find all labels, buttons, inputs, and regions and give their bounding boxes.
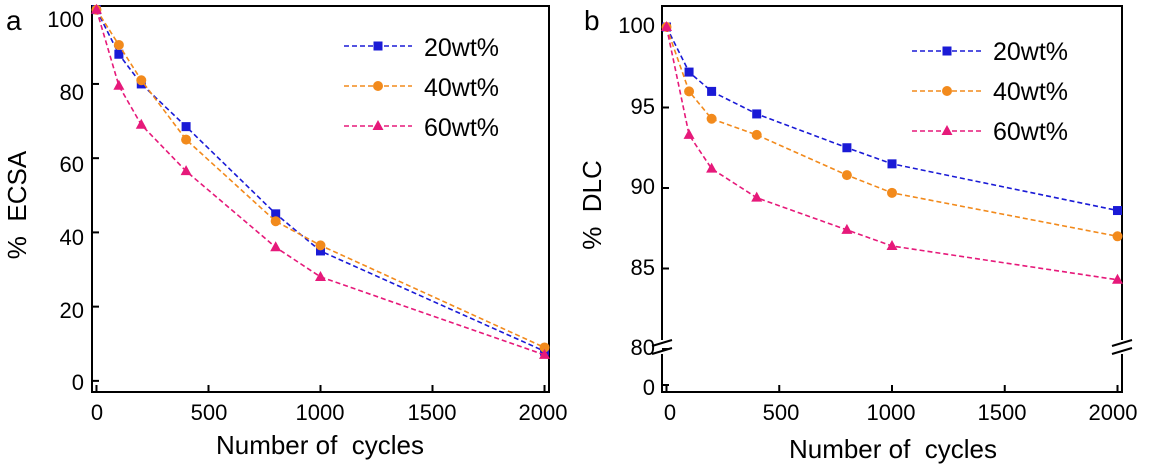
panel-b-chart: b 0 500 1000 1500 2000 0 80 85 90 95 100… [577,5,1137,464]
legend-marker [372,120,384,130]
data-point [1112,206,1122,216]
data-point [707,86,717,96]
legend-entry-60wt: 60wt% [344,114,499,142]
panel-b-x-axis-label: Number of cycles [789,434,997,464]
panel-b-y-tick-label: 85 [631,255,655,280]
data-point [315,240,326,251]
panel-a-y-tick-labels: 0 20 40 60 80 100 [47,7,84,395]
panel-a-x-tick-label: 1000 [296,400,345,425]
data-point [751,129,762,140]
panel-b-axis-break [651,339,1133,355]
legend-label: 20wt% [424,34,499,62]
data-point [135,118,147,129]
panel-a-ticks [92,8,546,392]
panel-a-x-tick-label: 2000 [519,400,568,425]
legend-entry-40wt: 40wt% [344,74,499,102]
data-point [751,191,763,202]
panel-a-y-axis-label: % ECSA [2,150,32,259]
panel-a-x-tick-labels: 0 500 1000 1500 2000 [91,400,568,425]
legend-label: 20wt% [993,38,1068,66]
panel-b-x-tick-label: 1500 [978,400,1027,425]
panel-b-label: b [584,5,600,36]
panel-b-y-tick-label: 95 [631,94,655,119]
data-point [752,109,762,119]
data-point [180,165,192,176]
data-point [113,39,124,50]
legend-marker [941,125,953,135]
panel-b-x-tick-labels: 0 500 1000 1500 2000 [664,400,1138,425]
panel-a-y-tick-label: 0 [72,370,84,395]
panel-b-y-tick-label: 90 [631,174,655,199]
legend-entry-40wt: 40wt% [912,78,1068,106]
panel-b-y-tick-label: 80 [631,335,655,360]
panel-a-legend: 20wt% 40wt% 60wt% [344,34,499,142]
data-point [136,75,147,86]
panel-a-x-axis-label: Number of cycles [216,430,424,460]
panel-a-series [90,3,551,359]
data-point [539,348,551,359]
data-point [841,223,853,234]
panel-a-y-tick-label: 80 [60,80,84,105]
data-point [316,246,325,256]
panel-b-x-tick-label: 1000 [867,400,916,425]
data-point [113,79,125,90]
legend-label: 60wt% [424,114,499,142]
data-point [684,67,694,77]
panel-b-y-tick-label: 0 [643,375,655,400]
data-point [539,342,550,353]
panel-a-y-tick-label: 60 [60,152,84,177]
legend-marker [942,46,952,56]
data-point [886,239,898,250]
legend-label: 60wt% [993,118,1068,146]
panel-a-y-tick-label: 40 [60,225,84,250]
panel-b-y-axis-label: % DLC [577,160,607,250]
data-point [842,143,852,153]
panel-b-x-tick-label: 0 [664,400,676,425]
panel-a-x-tick-label: 0 [91,400,103,425]
panel-b-x-tick-label: 2000 [1089,400,1138,425]
data-point [1112,231,1123,242]
panel-a-label: a [6,5,22,36]
data-point [90,3,102,14]
data-point [683,128,695,139]
legend-label: 40wt% [993,78,1068,106]
data-point [661,21,673,31]
legend-marker [373,41,383,51]
legend-entry-60wt: 60wt% [912,118,1068,146]
panel-a-chart: a 0 500 1000 1500 2000 0 20 40 60 80 100… [2,3,568,460]
data-point [706,162,718,173]
data-point [315,270,326,281]
legend-label: 40wt% [424,74,499,102]
data-point [887,187,897,198]
panel-a-x-tick-label: 500 [191,400,228,425]
legend-entry-20wt: 20wt% [912,38,1068,66]
panel-b-y-tick-label: 100 [618,13,655,38]
data-point [270,216,281,227]
data-point [181,122,191,132]
legend-marker [942,86,952,96]
panel-a-plot-frame [91,5,550,393]
data-point [684,86,695,97]
panel-b-legend: 20wt% 40wt% 60wt% [912,38,1068,146]
data-point [706,113,717,124]
data-point [841,170,852,181]
data-point [887,159,897,169]
panel-a-y-tick-label: 100 [47,7,84,32]
panel-a-x-tick-label: 1500 [408,400,457,425]
data-point [1111,273,1123,284]
legend-entry-20wt: 20wt% [344,34,499,62]
data-point [114,49,124,59]
data-point [271,209,281,219]
panel-b-series [661,21,1123,284]
legend-marker [373,81,383,91]
panel-b-y-tick-labels: 0 80 85 90 95 100 [618,13,655,400]
data-point [181,134,192,145]
panel-b-x-tick-label: 500 [763,400,800,425]
panel-a-y-tick-label: 20 [60,298,84,323]
data-point [270,241,282,252]
